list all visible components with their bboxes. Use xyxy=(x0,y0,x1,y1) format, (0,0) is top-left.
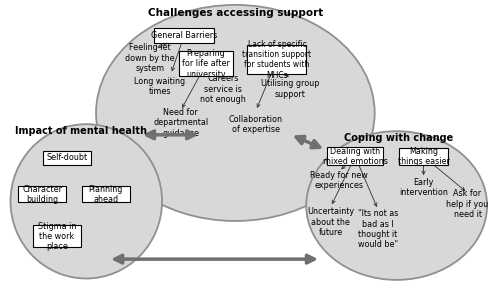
FancyBboxPatch shape xyxy=(154,28,214,43)
Ellipse shape xyxy=(306,131,487,280)
Text: Collaboration
of expertise: Collaboration of expertise xyxy=(229,115,283,135)
Text: Uncertainty
about the
future: Uncertainty about the future xyxy=(307,208,354,237)
Text: Challenges accessing support: Challenges accessing support xyxy=(148,8,323,18)
Text: "Its not as
bad as I
thought it
would be": "Its not as bad as I thought it would be… xyxy=(358,209,399,250)
Text: General Barriers: General Barriers xyxy=(151,31,217,40)
Text: Ready for new
experiences: Ready for new experiences xyxy=(310,171,368,190)
Text: Long waiting
times: Long waiting times xyxy=(134,77,185,96)
Text: Making
things easier: Making things easier xyxy=(398,147,450,166)
Text: Utilising group
support: Utilising group support xyxy=(261,80,320,99)
Text: Careers
service is
not enough: Careers service is not enough xyxy=(200,74,246,104)
FancyBboxPatch shape xyxy=(43,151,90,165)
FancyBboxPatch shape xyxy=(33,226,81,247)
Text: Lack of specific
transition support
for students with
MHCs: Lack of specific transition support for … xyxy=(242,39,312,80)
Text: Stigma in
the work
place: Stigma in the work place xyxy=(38,221,76,251)
FancyBboxPatch shape xyxy=(18,186,66,202)
Text: Character
building: Character building xyxy=(22,185,62,204)
Text: Ask for
help if you
need it: Ask for help if you need it xyxy=(446,189,488,219)
Ellipse shape xyxy=(10,124,162,279)
Ellipse shape xyxy=(96,5,374,221)
Text: Need for
departmental
guidance: Need for departmental guidance xyxy=(153,108,208,138)
FancyBboxPatch shape xyxy=(82,186,130,202)
FancyBboxPatch shape xyxy=(327,147,383,166)
FancyBboxPatch shape xyxy=(399,148,448,165)
Text: Dealing with
mixed emotions: Dealing with mixed emotions xyxy=(322,147,388,166)
Text: Planning
ahead: Planning ahead xyxy=(88,185,123,204)
FancyBboxPatch shape xyxy=(179,52,233,76)
Text: Impact of mental health: Impact of mental health xyxy=(16,126,148,136)
Text: Early
intervention: Early intervention xyxy=(399,178,448,197)
Text: Coping with change: Coping with change xyxy=(344,133,454,143)
Text: Feeling let
down by the
system: Feeling let down by the system xyxy=(125,43,174,73)
Text: Preparing
for life after
university: Preparing for life after university xyxy=(182,49,230,79)
FancyBboxPatch shape xyxy=(248,45,306,74)
Text: Self-doubt: Self-doubt xyxy=(46,153,88,162)
